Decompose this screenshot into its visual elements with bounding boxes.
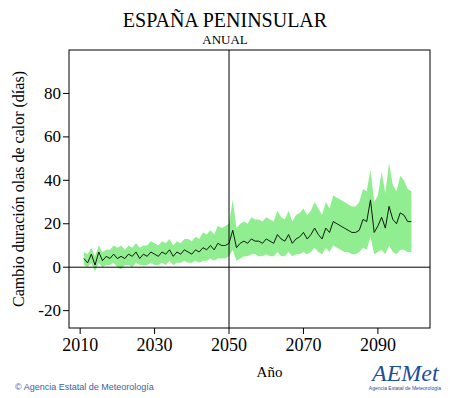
x-tick-label: 2030 <box>137 335 173 355</box>
x-tick <box>80 328 81 334</box>
y-tick-label: 80 <box>44 84 61 103</box>
y-tick <box>63 180 69 181</box>
plot-frame <box>69 50 430 328</box>
range-band <box>84 163 412 272</box>
x-tick <box>377 328 378 334</box>
x-tick <box>229 328 230 334</box>
x-tick-label: 2090 <box>360 335 396 355</box>
y-axis-label: Cambio duración olas de calor (días) <box>10 71 28 307</box>
reference-line-x <box>229 50 230 328</box>
logo-caption: Agencia Estatal de Meteorología <box>369 385 441 391</box>
y-tick-label: 60 <box>44 127 61 146</box>
plot-area <box>69 50 430 328</box>
y-tick <box>63 223 69 224</box>
x-tick <box>303 328 304 334</box>
chart: ESPAÑA PENINSULARANUAL -20 0 20 40 60 80 2010 20… <box>0 0 450 398</box>
title: ESPAÑA PENINSULAR <box>123 8 328 31</box>
logo: AEMet <box>370 360 440 386</box>
y-tick-label: 20 <box>44 214 61 233</box>
x-tick <box>154 328 155 334</box>
y-tick-label: 40 <box>44 171 61 190</box>
y-tick-label: 0 <box>53 258 62 277</box>
x-tick-label: 2010 <box>62 335 98 355</box>
y-tick <box>63 310 69 311</box>
subtitle: ANUAL <box>202 32 248 47</box>
y-tick <box>63 136 69 137</box>
y-tick <box>63 93 69 94</box>
x-axis-label: Año <box>257 364 283 380</box>
x-tick-label: 2070 <box>285 335 321 355</box>
source: © Agencia Estatal de Meteorología <box>15 382 154 392</box>
mean-line <box>84 200 412 265</box>
y-tick-label: -20 <box>38 301 61 320</box>
reference-line-y <box>69 267 430 268</box>
x-tick-label: 2050 <box>211 335 247 355</box>
y-tick <box>63 267 69 268</box>
